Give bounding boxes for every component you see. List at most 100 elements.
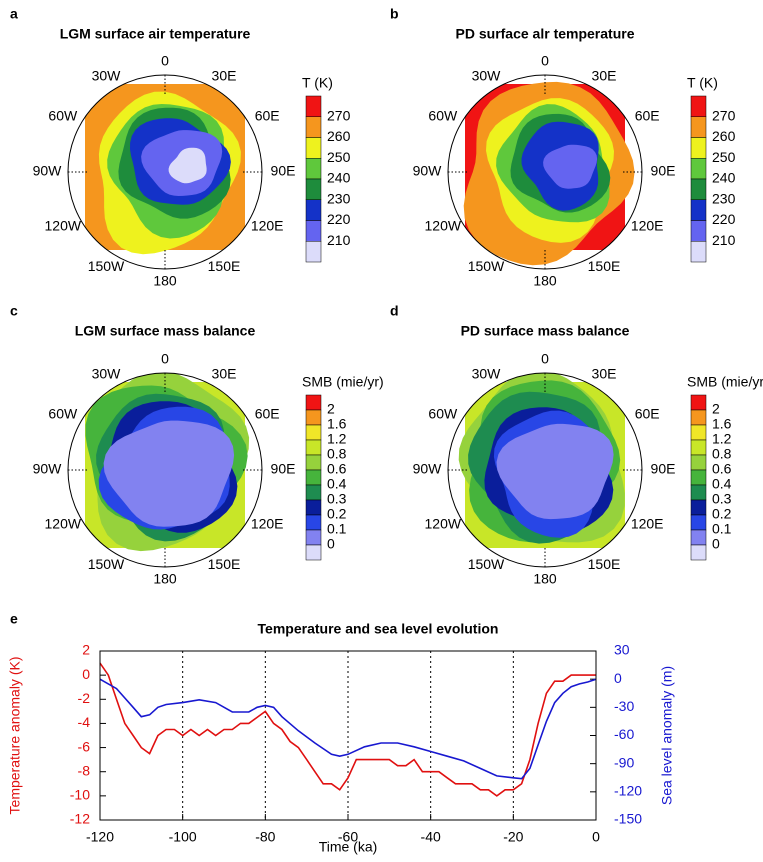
- x-tick-label: -40: [421, 829, 441, 845]
- colorbar-box: [305, 116, 322, 138]
- colorbar-label: 0.6: [327, 461, 347, 477]
- longitude-label: 150W: [468, 258, 505, 274]
- colorbar-box: [690, 95, 707, 117]
- longitude-label: 150E: [588, 556, 621, 572]
- colorbar-box: [690, 454, 707, 471]
- y-tick-label: -8: [78, 762, 91, 778]
- colorbar-box: [690, 409, 707, 426]
- longitude-label: 150E: [588, 258, 621, 274]
- colorbar-box: [305, 469, 322, 486]
- longitude-label: 120E: [631, 516, 664, 532]
- y-tick-label: -6: [78, 738, 91, 754]
- longitude-label: 60E: [255, 406, 280, 422]
- panel-label: c: [10, 303, 18, 319]
- x-tick-label: -20: [503, 829, 523, 845]
- longitude-label: 150W: [468, 556, 505, 572]
- map-field: [85, 373, 250, 552]
- map-field: [458, 373, 625, 548]
- longitude-label: 60W: [428, 406, 458, 422]
- colorbar-box: [690, 544, 707, 561]
- panel-label: e: [10, 611, 18, 627]
- plot-frame: [99, 650, 597, 821]
- colorbar-box: [690, 469, 707, 486]
- colorbar-box: [305, 394, 322, 411]
- colorbar-label: 250: [712, 149, 736, 165]
- longitude-label: 90W: [33, 163, 63, 179]
- colorbar-label: 230: [712, 190, 736, 206]
- y2-tick-label: 0: [614, 670, 622, 686]
- colorbar-label: 1.2: [712, 431, 732, 447]
- longitude-label: 150W: [88, 258, 125, 274]
- x-tick-label: -60: [338, 829, 358, 845]
- series-line: [99, 662, 596, 797]
- panel-label: d: [390, 303, 399, 319]
- colorbar-label: 270: [327, 107, 351, 123]
- colorbar-box: [305, 409, 322, 426]
- colorbar-label: 0.1: [327, 521, 347, 537]
- colorbar-label: 260: [327, 128, 351, 144]
- map-field: [463, 81, 635, 266]
- longitude-label: 30W: [92, 67, 122, 83]
- y2-tick-label: 30: [614, 642, 630, 658]
- map-title: LGM surface mass balance: [75, 323, 256, 339]
- colorbar-label: 0.3: [327, 491, 347, 507]
- longitude-label: 90W: [413, 163, 443, 179]
- longitude-label: 120E: [251, 516, 284, 532]
- longitude-label: 30W: [472, 365, 502, 381]
- colorbar-label: 250: [327, 149, 351, 165]
- y-tick-label: -2: [78, 690, 91, 706]
- longitude-label: 90E: [651, 163, 676, 179]
- longitude-label: 0: [541, 351, 549, 367]
- colorbar-label: 0.2: [712, 506, 732, 522]
- longitude-label: 150E: [208, 258, 241, 274]
- longitude-label: 30W: [472, 67, 502, 83]
- colorbar-label: 270: [712, 107, 736, 123]
- longitude-label: 60E: [255, 108, 280, 124]
- colorbar-label: 230: [327, 190, 351, 206]
- colorbar-title: SMB (mie/yr): [302, 374, 384, 390]
- y2-tick-label: -30: [614, 698, 634, 714]
- longitude-label: 180: [153, 571, 177, 587]
- longitude-label: 120E: [631, 218, 664, 234]
- colorbar-label: 0: [327, 536, 335, 552]
- longitude-label: 30E: [592, 365, 617, 381]
- longitude-label: 90E: [271, 163, 296, 179]
- map-title: PD surface alr temperature: [456, 26, 635, 42]
- colorbar-label: 260: [712, 128, 736, 144]
- colorbar-box: [690, 220, 707, 242]
- longitude-label: 120W: [425, 218, 462, 234]
- colorbar-box: [690, 178, 707, 200]
- longitude-label: 0: [161, 351, 169, 367]
- colorbar-box: [690, 241, 707, 263]
- longitude-label: 60E: [635, 406, 660, 422]
- colorbar-title: T (K): [302, 75, 333, 91]
- map-field: [85, 84, 245, 255]
- longitude-label: 180: [153, 273, 177, 289]
- colorbar-box: [690, 394, 707, 411]
- map-title: LGM surface air temperature: [60, 26, 251, 42]
- map-contour: [543, 144, 598, 189]
- colorbar-box: [690, 116, 707, 138]
- colorbar-box: [690, 158, 707, 180]
- longitude-label: 60W: [428, 108, 458, 124]
- colorbar-label: 0.3: [712, 491, 732, 507]
- colorbar-box: [690, 499, 707, 516]
- y2-axis-label: Sea level anomaly (m): [659, 666, 675, 805]
- colorbar-label: 240: [327, 170, 351, 186]
- colorbar-box: [305, 514, 322, 531]
- colorbar-box: [305, 544, 322, 561]
- y-tick-label: -10: [70, 787, 90, 803]
- colorbar-label: 1.2: [327, 431, 347, 447]
- colorbar-box: [305, 178, 322, 200]
- x-tick-label: -120: [86, 829, 114, 845]
- y-axis-label: Temperature anomaly (K): [7, 657, 23, 815]
- colorbar-label: 0.6: [712, 461, 732, 477]
- longitude-label: 30E: [212, 67, 237, 83]
- colorbar-box: [305, 424, 322, 441]
- panel-label: b: [390, 6, 399, 22]
- colorbar-box: [690, 484, 707, 501]
- longitude-label: 30E: [212, 365, 237, 381]
- longitude-label: 120W: [45, 516, 82, 532]
- colorbar-box: [690, 439, 707, 456]
- colorbar-box: [305, 454, 322, 471]
